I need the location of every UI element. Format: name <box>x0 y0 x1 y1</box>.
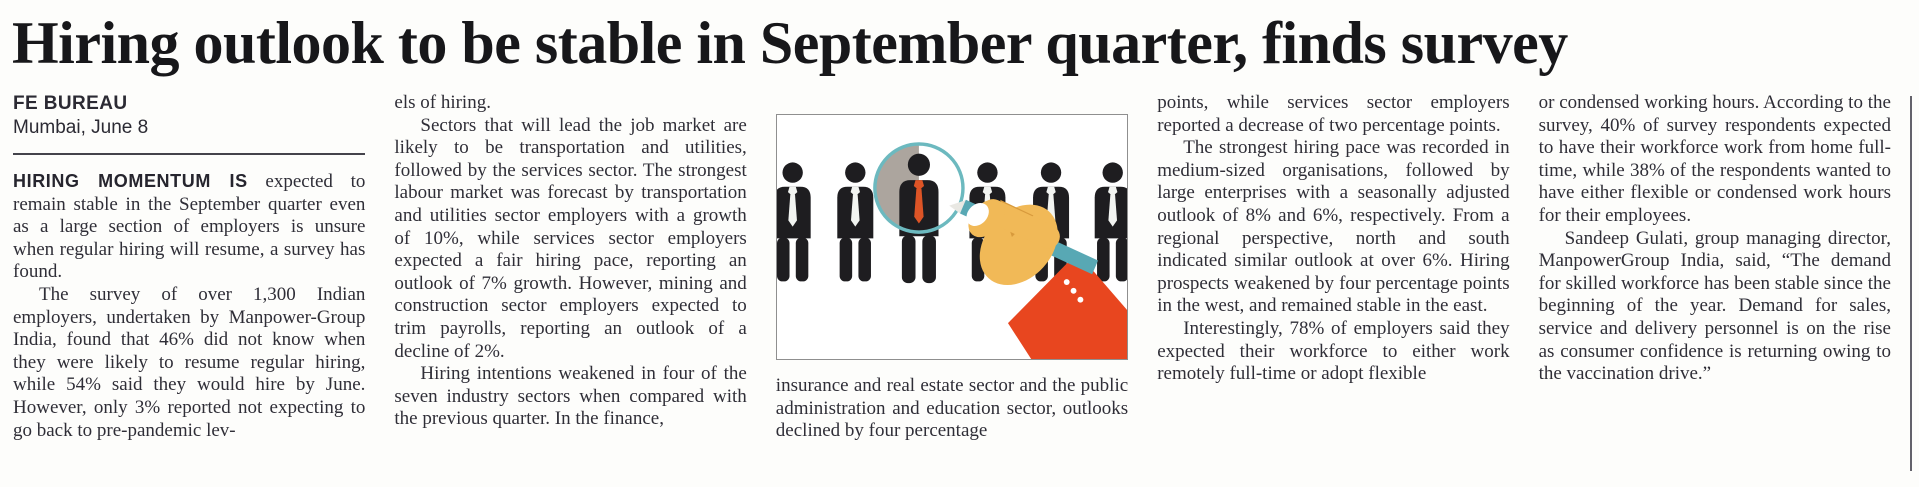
paragraph-hiring-intentions: Hiring intentions weakened in four of th… <box>394 363 747 430</box>
paragraph-lead-in: HIRING MOMENTUM IS <box>13 171 248 191</box>
article-column-4: points, while services sector employers … <box>1157 92 1509 443</box>
thumb-highlight-shape <box>966 202 989 226</box>
paragraph-continuation: or condensed working hours. According to… <box>1538 92 1891 226</box>
column-divider <box>1910 96 1912 471</box>
byline-author: FE BUREAU <box>13 93 128 114</box>
headline: Hiring outlook to be stable in September… <box>12 10 1568 76</box>
hiring-illustration-graphic <box>774 142 1198 451</box>
magnifier-circle-icon <box>872 142 965 234</box>
paragraph-lead-rest: expected to remain stable in the Septemb… <box>13 171 366 283</box>
paragraph-sectors: Sectors that will lead the job market ar… <box>394 114 747 362</box>
article-body: FE BUREAU Mumbai, June 8 HIRING MOMENTUM… <box>0 78 1919 451</box>
paragraph-continuation: els of hiring. <box>394 92 491 113</box>
sleeve-dot <box>1070 287 1077 294</box>
article-column-2: els of hiring. Sectors that will lead th… <box>394 92 746 443</box>
paragraph-quote: Sandeep Gulati, group managing director,… <box>1538 227 1891 385</box>
paragraph-remote-work: Interestingly, 78% of employers said the… <box>1157 317 1510 385</box>
byline-rule <box>13 153 366 155</box>
sleeve-dot <box>1077 296 1084 303</box>
byline: FE BUREAU Mumbai, June 8 <box>13 92 365 140</box>
byline-dateline: Mumbai, June 8 <box>13 117 149 138</box>
paragraph-continuation: points, while services sector employers … <box>1157 92 1510 136</box>
paragraph-org-size: The strongest hiring pace was recorded i… <box>1157 137 1510 317</box>
article-column-1: FE BUREAU Mumbai, June 8 HIRING MOMENTUM… <box>13 92 365 443</box>
paragraph-continuation: insurance and real estate sector and the… <box>775 375 1129 442</box>
sleeve-dot <box>1063 279 1070 285</box>
paragraph-intro: HIRING MOMENTUM IS expected to remain st… <box>13 170 365 284</box>
paragraph-survey: The survey of over 1,300 Indian employer… <box>13 283 366 441</box>
pen-tip-shape <box>949 199 967 214</box>
hiring-illustration <box>774 114 1198 451</box>
article-column-5: or condensed working hours. According to… <box>1539 92 1891 443</box>
article-column-3: insurance and real estate sector and the… <box>774 92 1198 451</box>
